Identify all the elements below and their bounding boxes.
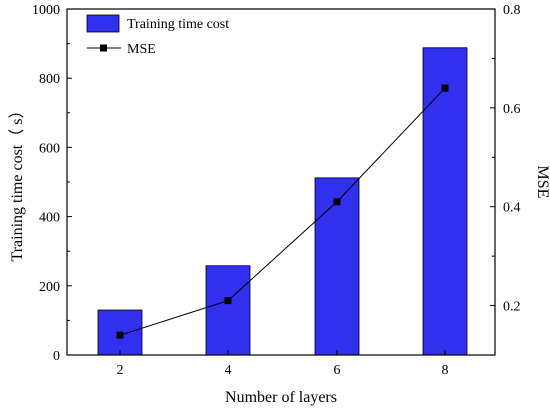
mse-point-8: [441, 84, 449, 92]
right-y-tick-label: 0.8: [503, 3, 521, 18]
left-y-tick-label: 200: [39, 280, 60, 295]
x-ticks: 2 4 6 8: [117, 350, 449, 378]
mse-point-6: [333, 198, 341, 206]
left-y-tick-label: 1000: [32, 3, 60, 18]
legend-swatch-bar: [86, 14, 120, 33]
right-y-tick-label: 0.4: [503, 201, 521, 216]
bars-layer: [97, 47, 468, 356]
left-y-axis-title: Training time cost（ s）: [8, 103, 26, 262]
x-tick-label: 6: [334, 363, 341, 378]
bar-8: [422, 47, 468, 356]
left-y-tick-label: 0: [53, 349, 60, 364]
right-y-tick-label: 0.2: [503, 300, 521, 315]
line-layer: [116, 84, 449, 339]
x-tick-label: 4: [225, 363, 232, 378]
mse-point-2: [116, 331, 124, 339]
bar-6: [314, 177, 360, 356]
right-y-tick-label: 0.6: [503, 102, 521, 117]
x-tick-label: 2: [117, 363, 124, 378]
legend: Training time cost MSE: [86, 14, 229, 57]
x-axis-title: Number of layers: [225, 389, 337, 406]
right-y-ticks: 0.2 0.4 0.6 0.8: [490, 3, 521, 315]
left-y-ticks: 0 200 400 600 800 1000: [32, 3, 72, 364]
left-y-tick-label: 600: [39, 141, 60, 156]
right-y-axis-title: MSE: [534, 166, 550, 199]
mse-line: [119, 87, 446, 336]
legend-label-bar: Training time cost: [127, 17, 229, 32]
left-y-tick-label: 400: [39, 211, 60, 226]
bar-4: [205, 265, 251, 356]
left-y-tick-label: 800: [39, 72, 60, 87]
legend-marker-mse: [100, 44, 107, 52]
x-tick-label: 8: [442, 363, 449, 378]
legend-label-mse: MSE: [127, 42, 156, 57]
mse-point-4: [224, 297, 232, 305]
